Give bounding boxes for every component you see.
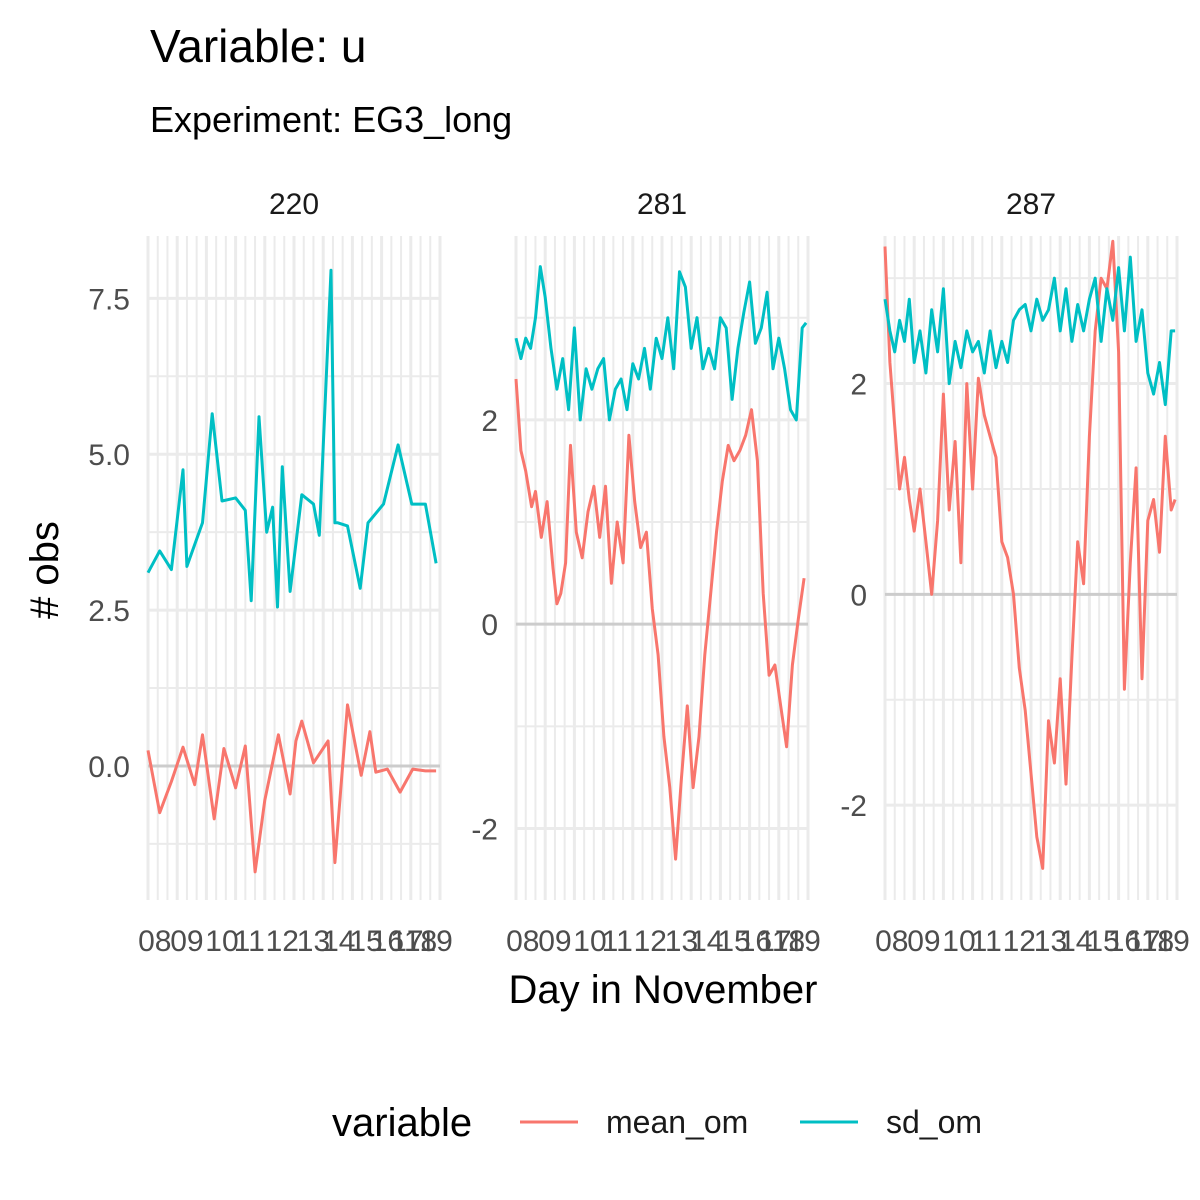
x-tick-label: 17: [1127, 925, 1160, 958]
x-tick-label: 10: [573, 925, 606, 958]
y-tick-label: 0: [850, 579, 867, 612]
y-tick-label: 5.0: [88, 439, 130, 472]
x-tick-label: 10: [942, 925, 975, 958]
y-tick-label: -2: [840, 790, 867, 823]
x-tick-label: 18: [772, 925, 805, 958]
facet-strip-label: 281: [637, 188, 687, 221]
chart-title: Variable: u: [150, 20, 367, 72]
x-tick-label: 16: [739, 925, 772, 958]
x-tick-label: 14: [690, 925, 723, 958]
x-tick-label: 15: [349, 925, 382, 958]
y-tick-label: 2: [481, 405, 498, 438]
facet-strip-label: 220: [269, 188, 319, 221]
x-tick-label: 18: [404, 925, 437, 958]
x-tick-label: 12: [266, 925, 299, 958]
chart-subtitle: Experiment: EG3_long: [150, 99, 512, 140]
x-tick-label: 17: [758, 925, 791, 958]
x-tick-label: 14: [1059, 925, 1092, 958]
legend-label-sd-om: sd_om: [886, 1104, 982, 1140]
x-tick-label: 15: [1086, 925, 1119, 958]
x-axis-title: Day in November: [508, 968, 817, 1012]
y-tick-label: 2: [850, 369, 867, 402]
x-tick-label: 13: [665, 925, 698, 958]
x-tick-label: 17: [390, 925, 423, 958]
x-tick-label: 09: [907, 925, 940, 958]
x-tick-label: 08: [506, 925, 539, 958]
x-tick-label: 12: [634, 925, 667, 958]
x-tick-label: 15: [717, 925, 750, 958]
x-tick-label: 16: [1108, 925, 1141, 958]
series-line-mean-om: [146, 703, 437, 874]
x-tick-label: 19: [419, 925, 452, 958]
y-tick-label: -2: [471, 813, 498, 846]
x-tick-label: 19: [787, 925, 820, 958]
x-tick-label: 13: [297, 925, 330, 958]
series-line-sd-om: [514, 265, 808, 422]
x-tick-label: 09: [538, 925, 571, 958]
series-line-mean-om: [514, 378, 806, 861]
legend-title: variable: [332, 1101, 472, 1145]
x-tick-label: 16: [371, 925, 404, 958]
x-tick-label: 19: [1156, 925, 1189, 958]
x-tick-label: 13: [1034, 925, 1067, 958]
legend-label-mean-om: mean_om: [606, 1104, 748, 1140]
x-tick-label: 10: [205, 925, 238, 958]
y-axis-title: # obs: [23, 521, 67, 619]
facet-strip-label: 287: [1006, 188, 1056, 221]
y-tick-label: 0: [481, 609, 498, 642]
series-line-sd-om: [146, 268, 438, 609]
x-tick-label: 08: [138, 925, 171, 958]
series-line-sd-om: [883, 255, 1176, 407]
x-tick-label: 11: [234, 925, 265, 958]
series-line-mean-om: [883, 239, 1177, 870]
x-tick-label: 12: [1003, 925, 1036, 958]
legend: variable mean_om sd_om: [332, 1101, 982, 1145]
y-tick-label: 7.5: [88, 283, 130, 316]
x-tick-label: 11: [971, 925, 1002, 958]
x-tick-label: 08: [875, 925, 908, 958]
x-tick-label: 11: [602, 925, 633, 958]
x-tick-label: 09: [170, 925, 203, 958]
y-tick-label: 0.0: [88, 751, 130, 784]
x-tick-label: 14: [322, 925, 355, 958]
x-tick-label: 18: [1141, 925, 1174, 958]
y-tick-label: 2.5: [88, 595, 130, 628]
